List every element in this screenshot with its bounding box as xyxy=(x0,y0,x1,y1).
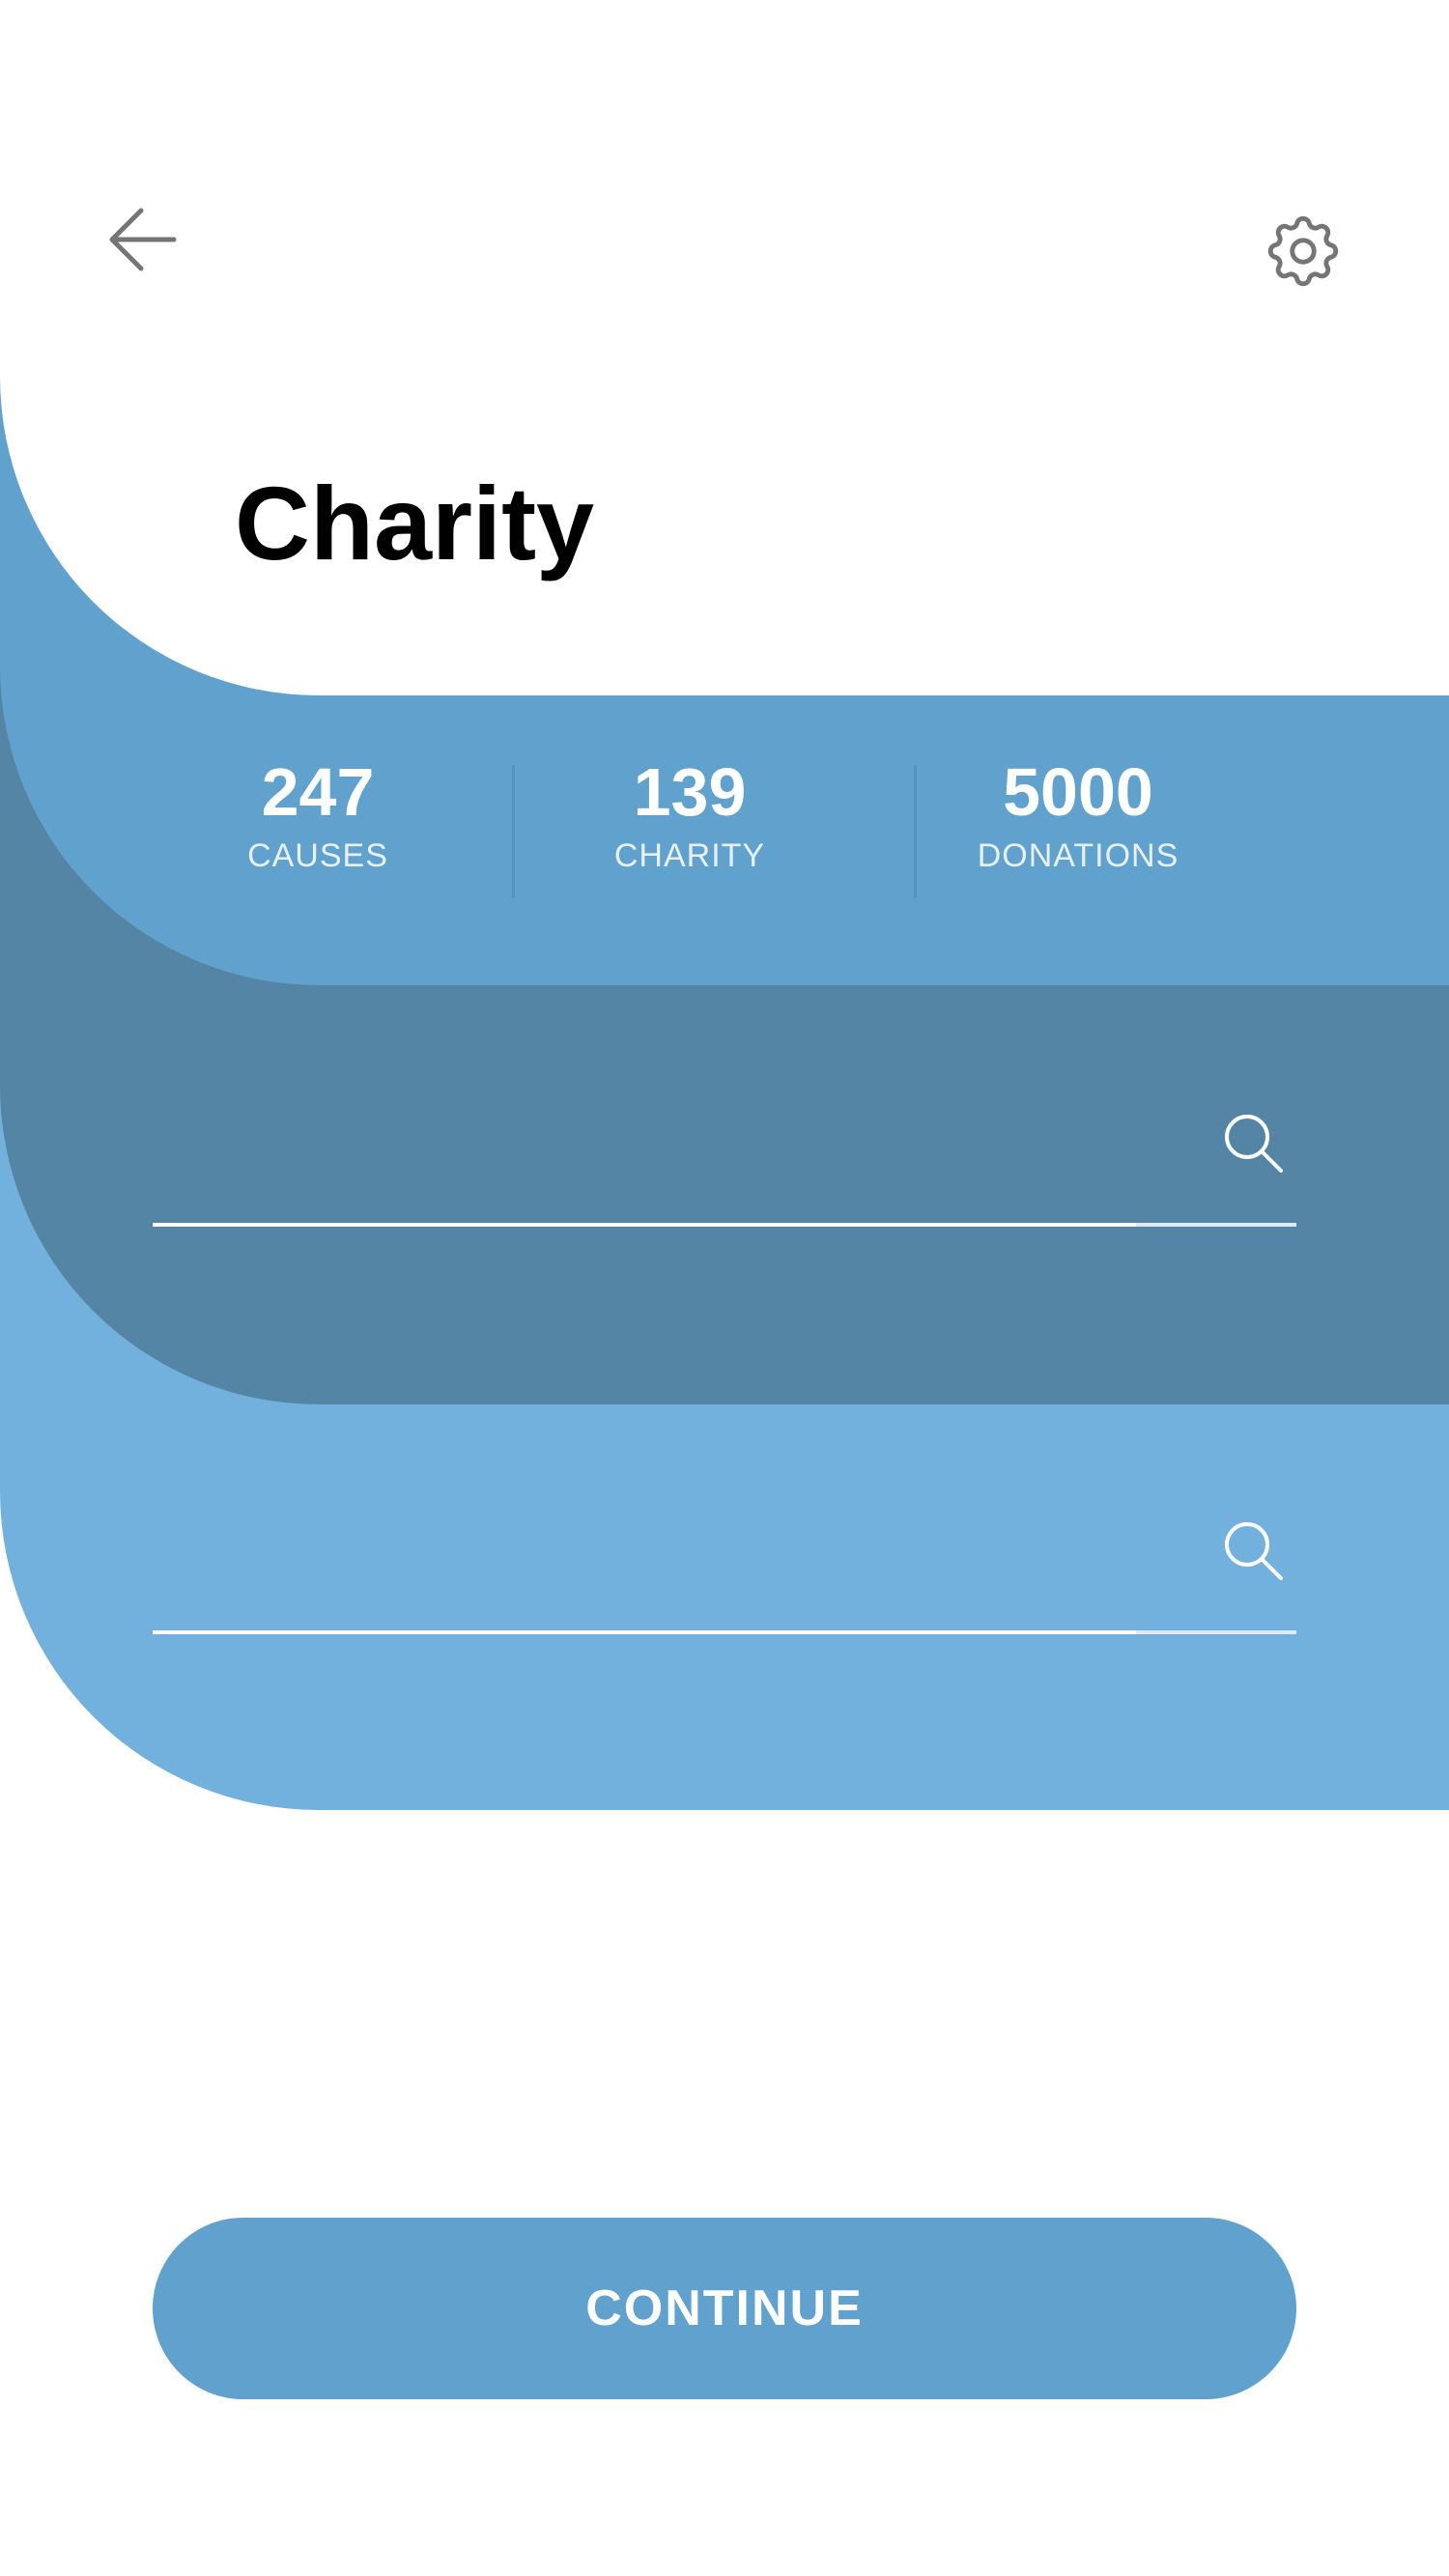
stats-row: 247 CAUSES 139 CHARITY 5000 DONATIONS xyxy=(0,753,1449,908)
page-title: Charity xyxy=(235,465,595,581)
search-underline xyxy=(153,1630,1296,1634)
search-field-2 xyxy=(153,1518,1296,1634)
search-icon[interactable] xyxy=(1221,1111,1289,1178)
underline-accent xyxy=(1136,1630,1296,1634)
search-input[interactable] xyxy=(153,1140,1186,1198)
gear-icon[interactable] xyxy=(1260,208,1347,295)
stat-donations: 5000 DONATIONS xyxy=(952,753,1205,875)
stat-divider xyxy=(914,765,917,898)
header-panel xyxy=(0,0,1449,695)
stat-label: DONATIONS xyxy=(977,836,1179,874)
stat-charity: 139 CHARITY xyxy=(593,753,786,875)
stat-value: 139 xyxy=(633,754,747,830)
stat-causes: 247 CAUSES xyxy=(221,753,414,875)
stat-label: CAUSES xyxy=(247,836,388,874)
search-icon[interactable] xyxy=(1221,1518,1289,1586)
stat-label: CHARITY xyxy=(613,836,766,874)
stat-value: 5000 xyxy=(1003,754,1153,830)
continue-button[interactable]: CONTINUE xyxy=(153,2218,1296,2399)
stat-divider xyxy=(512,765,515,898)
search-input[interactable] xyxy=(153,1547,1186,1605)
underline-accent xyxy=(1136,1223,1296,1227)
search-field-1 xyxy=(153,1111,1296,1227)
search-underline xyxy=(153,1223,1296,1227)
arrow-left-icon[interactable] xyxy=(104,201,182,278)
stat-value: 247 xyxy=(261,754,375,830)
